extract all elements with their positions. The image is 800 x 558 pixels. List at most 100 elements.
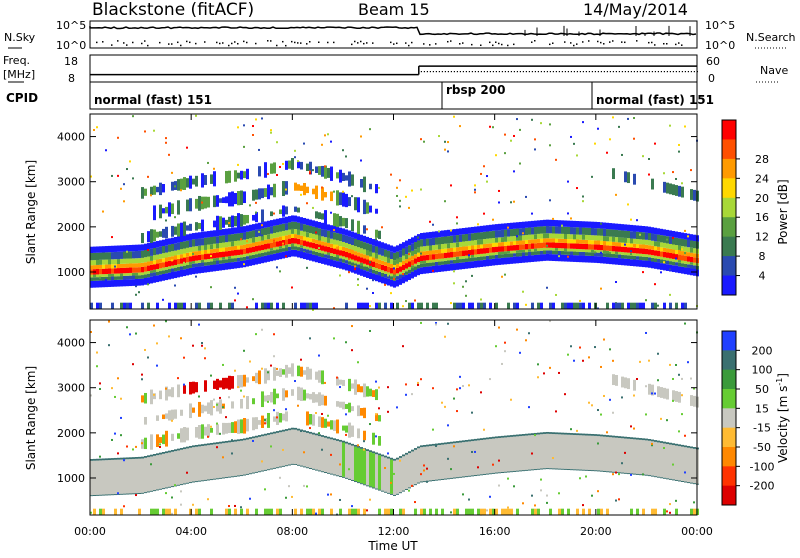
- echo-cell: [372, 390, 375, 397]
- echo-cell: [312, 188, 315, 195]
- echo-cell: [111, 458, 114, 460]
- speckle: [90, 394, 92, 397]
- speckle: [117, 174, 119, 177]
- echo-cell: [693, 248, 696, 254]
- speckle: [498, 201, 500, 204]
- echo-cell: [438, 253, 441, 259]
- echo-cell: [639, 256, 642, 261]
- echo-cell: [195, 508, 198, 515]
- echo-cell: [273, 467, 276, 469]
- speckle: [246, 306, 248, 309]
- echo-cell: [303, 240, 306, 246]
- echo-cell: [264, 227, 267, 235]
- echo-cell: [423, 251, 426, 256]
- echo-cell: [153, 393, 156, 400]
- speckle: [333, 229, 335, 232]
- echo-cell: [345, 441, 348, 444]
- speckle: [171, 259, 173, 262]
- echo-cell: [165, 451, 168, 454]
- speckle: [483, 428, 485, 431]
- echo-cell: [225, 422, 228, 434]
- echo-cell: [96, 277, 99, 281]
- echo-cell: [342, 379, 345, 386]
- echo-cell: [585, 469, 588, 471]
- echo-cell: [159, 268, 162, 272]
- colorbar-tick-label: 50: [755, 383, 769, 396]
- echo-cell: [459, 440, 462, 443]
- speckle: [126, 445, 128, 448]
- echo-cell: [387, 272, 390, 276]
- speckle: [600, 365, 602, 368]
- echo-cell: [663, 257, 666, 261]
- echo-cell: [537, 434, 540, 469]
- echo-cell: [303, 252, 306, 260]
- speckle: [159, 445, 161, 448]
- echo-cell: [657, 228, 660, 235]
- echo-cell: [363, 508, 366, 515]
- echo-cell: [621, 242, 624, 247]
- echo-cell: [591, 240, 594, 245]
- speckle: [300, 193, 302, 196]
- echo-cell: [579, 469, 582, 471]
- noise-search-point: [570, 42, 572, 44]
- echo-cell: [321, 394, 324, 406]
- echo-cell: [195, 232, 198, 239]
- echo-cell: [651, 240, 654, 246]
- speckle: [600, 222, 602, 225]
- speckle: [123, 200, 125, 203]
- echo-cell: [204, 231, 207, 238]
- echo-cell: [330, 231, 333, 239]
- speckle: [522, 290, 524, 293]
- echo-cell: [162, 267, 165, 271]
- echo-cell: [387, 278, 390, 286]
- speckle: [519, 162, 521, 165]
- echo-cell: [582, 221, 585, 228]
- echo-cell: [186, 448, 189, 483]
- nave-point: [498, 71, 500, 73]
- echo-cell: [336, 172, 339, 179]
- echo-cell: [195, 222, 198, 231]
- speckle: [504, 133, 506, 136]
- echo-cell: [537, 220, 540, 227]
- echo-cell: [315, 239, 318, 244]
- speckle: [225, 416, 227, 419]
- echo-cell: [369, 251, 372, 257]
- noise-search-point: [495, 41, 497, 43]
- echo-cell: [678, 245, 681, 251]
- echo-cell: [681, 446, 684, 481]
- speckle: [345, 341, 347, 344]
- echo-cell: [195, 246, 198, 252]
- echo-cell: [192, 178, 195, 185]
- echo-cell: [339, 250, 342, 256]
- echo-cell: [354, 481, 357, 483]
- echo-cell: [225, 171, 228, 184]
- speckle: [243, 263, 245, 266]
- echo-cell: [399, 262, 402, 267]
- station-title: Blackstone (fitACF): [92, 0, 254, 20]
- echo-cell: [267, 220, 270, 228]
- echo-cell: [429, 446, 432, 481]
- speckle: [639, 233, 641, 236]
- echo-cell: [537, 248, 540, 252]
- nave-point: [462, 71, 464, 73]
- echo-cell: [492, 237, 495, 243]
- echo-cell: [318, 212, 321, 220]
- echo-cell: [474, 440, 477, 476]
- echo-cell: [327, 438, 330, 473]
- speckle: [633, 137, 635, 140]
- speckle: [459, 375, 461, 378]
- echo-cell: [489, 255, 492, 260]
- echo-cell: [684, 447, 687, 482]
- echo-cell: [156, 271, 159, 276]
- echo-cell: [174, 264, 177, 268]
- echo-cell: [396, 459, 399, 494]
- echo-cell: [501, 237, 504, 243]
- echo-cell: [264, 162, 267, 178]
- echo-cell: [249, 224, 252, 232]
- echo-cell: [144, 262, 147, 267]
- speckle: [231, 191, 233, 194]
- echo-cell: [588, 469, 591, 471]
- echo-cell: [396, 493, 399, 495]
- echo-cell: [366, 236, 369, 244]
- echo-cell: [387, 275, 390, 279]
